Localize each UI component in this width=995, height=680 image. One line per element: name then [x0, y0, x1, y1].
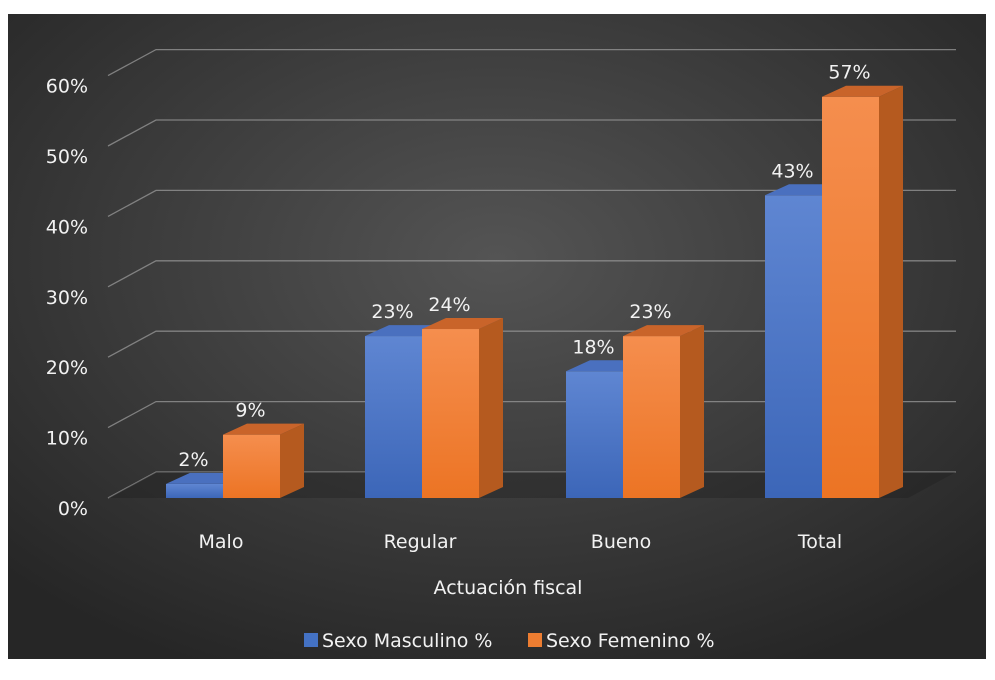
- bar-top: [223, 423, 304, 435]
- data-label: 18%: [572, 336, 614, 358]
- y-tick-label: 40%: [46, 216, 88, 238]
- bar-side: [879, 85, 903, 498]
- data-label: 2%: [178, 449, 208, 471]
- bar-top: [822, 85, 903, 97]
- gridlines: [107, 48, 956, 499]
- x-tick-label: Malo: [199, 531, 244, 553]
- bar-top: [623, 325, 704, 337]
- y-tick-label: 30%: [46, 287, 88, 309]
- bar-front: [765, 195, 822, 498]
- gridline: [107, 119, 956, 147]
- bar-top: [422, 318, 503, 330]
- legend-item: Sexo Femenino %: [528, 630, 715, 652]
- bar-front: [566, 371, 623, 498]
- data-label: 43%: [771, 160, 813, 182]
- x-axis-tick-labels: Malo Regular Bueno Total: [199, 531, 843, 553]
- bars: 2% 9% 23% 24% 18% 23% 43% 57%: [108, 62, 956, 498]
- y-axis-tick-labels: 0% 10% 20% 30% 40% 50% 60%: [46, 76, 88, 520]
- legend-swatch: [528, 633, 542, 647]
- bar-femenino-malo: [223, 423, 304, 498]
- data-label: 57%: [828, 62, 870, 84]
- legend-label: Sexo Femenino %: [546, 630, 715, 652]
- data-label: 9%: [235, 400, 265, 422]
- data-label: 24%: [428, 294, 470, 316]
- bar-femenino-regular: [422, 318, 503, 498]
- bar-front: [365, 336, 422, 498]
- x-axis-title: Actuación fiscal: [434, 577, 583, 599]
- gridline: [107, 189, 956, 217]
- data-label: 23%: [629, 301, 671, 323]
- y-tick-label: 50%: [46, 146, 88, 168]
- y-tick-label: 0%: [58, 498, 88, 520]
- y-tick-label: 20%: [46, 357, 88, 379]
- x-tick-label: Total: [797, 531, 842, 553]
- bar-front: [223, 434, 280, 498]
- data-label: 23%: [371, 301, 413, 323]
- bar-front: [822, 96, 879, 498]
- y-tick-label: 60%: [46, 76, 88, 98]
- bar-side: [680, 325, 704, 498]
- gridline: [107, 260, 956, 288]
- y-tick-label: 10%: [46, 428, 88, 450]
- bar-femenino-bueno: [623, 325, 704, 498]
- chart-floor: [108, 472, 956, 498]
- legend-item: Sexo Masculino %: [304, 630, 492, 652]
- gridline: [107, 48, 956, 77]
- bar-side: [479, 318, 503, 498]
- bar-front: [623, 336, 680, 498]
- bar-femenino-total: [822, 85, 903, 498]
- x-tick-label: Regular: [384, 531, 457, 553]
- bar-front: [166, 483, 223, 498]
- bar-side: [280, 423, 304, 498]
- legend-swatch: [304, 633, 318, 647]
- legend: Sexo Masculino % Sexo Femenino %: [304, 630, 715, 652]
- legend-label: Sexo Masculino %: [322, 630, 492, 652]
- x-tick-label: Bueno: [591, 531, 651, 553]
- bar-front: [422, 329, 479, 498]
